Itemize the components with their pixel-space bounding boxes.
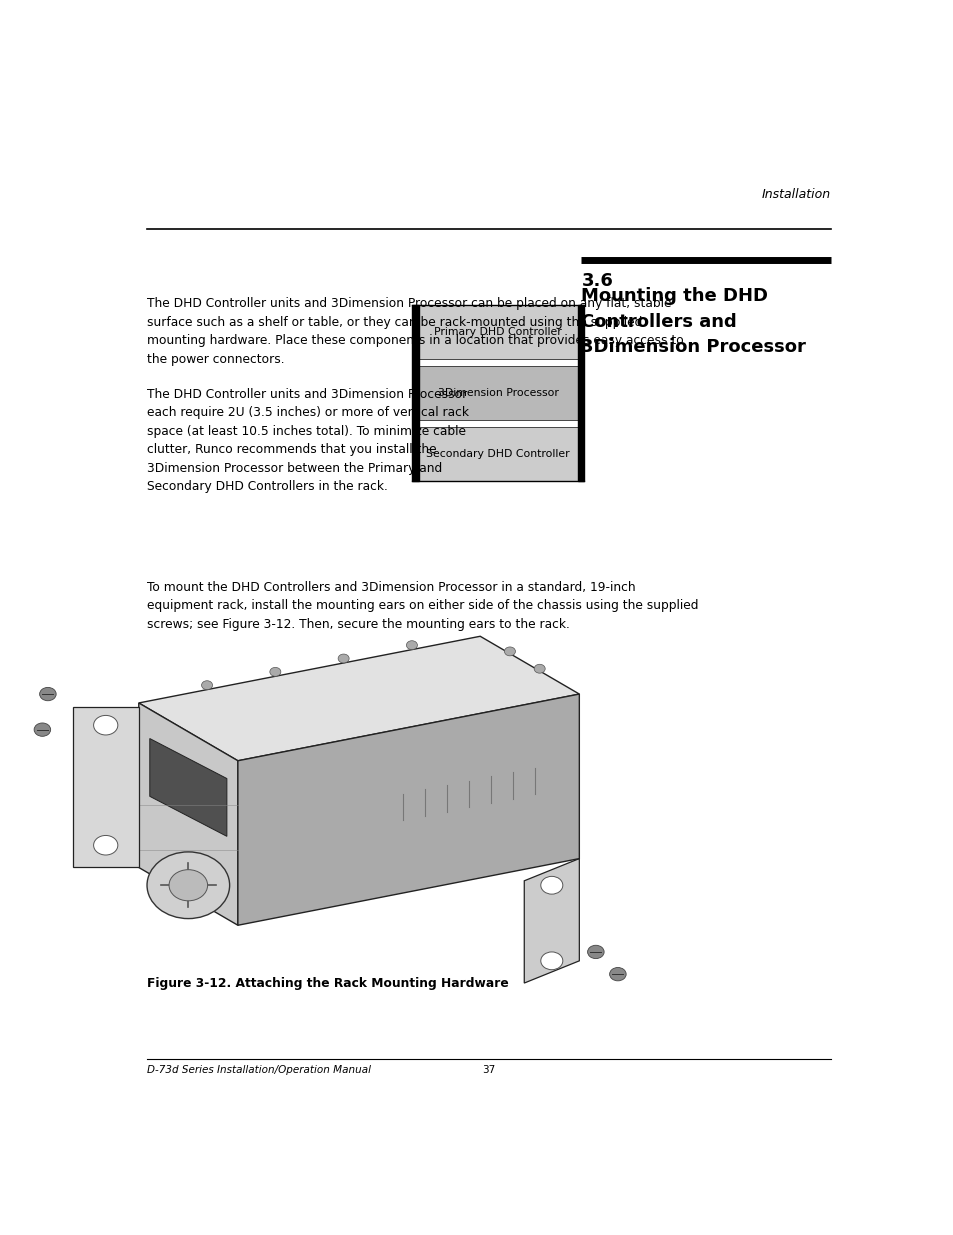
Circle shape <box>34 722 51 736</box>
Bar <box>418 366 577 420</box>
Circle shape <box>609 967 625 981</box>
Circle shape <box>40 688 56 700</box>
Polygon shape <box>138 703 237 925</box>
Polygon shape <box>138 636 578 761</box>
Circle shape <box>540 952 562 969</box>
Text: The DHD Controller units and 3Dimension Processor
each require 2U (3.5 inches) o: The DHD Controller units and 3Dimension … <box>147 388 469 493</box>
Text: To mount the DHD Controllers and 3Dimension Processor in a standard, 19-inch
equ: To mount the DHD Controllers and 3Dimens… <box>147 580 699 631</box>
Circle shape <box>201 680 213 689</box>
Circle shape <box>540 877 562 894</box>
Polygon shape <box>524 858 578 983</box>
Text: Controllers and: Controllers and <box>580 312 737 331</box>
Circle shape <box>504 647 515 656</box>
Circle shape <box>169 869 208 900</box>
Bar <box>577 305 583 482</box>
Text: 3.6: 3.6 <box>580 272 613 290</box>
Text: Mounting the DHD: Mounting the DHD <box>580 287 767 305</box>
Polygon shape <box>150 739 227 836</box>
Text: D-73d Series Installation/Operation Manual: D-73d Series Installation/Operation Manu… <box>147 1066 371 1076</box>
Text: The DHD Controller units and 3Dimension Processor can be placed on any flat, sta: The DHD Controller units and 3Dimension … <box>147 298 683 366</box>
Text: 3Dimension Processor: 3Dimension Processor <box>437 388 558 398</box>
Bar <box>418 427 577 482</box>
Circle shape <box>587 945 603 958</box>
Circle shape <box>147 852 230 919</box>
Text: Installation: Installation <box>760 188 830 201</box>
Circle shape <box>337 655 349 663</box>
Circle shape <box>270 667 280 677</box>
Bar <box>418 305 577 359</box>
Circle shape <box>534 664 544 673</box>
Bar <box>412 305 418 482</box>
Circle shape <box>406 641 417 650</box>
Text: 37: 37 <box>482 1066 495 1076</box>
Circle shape <box>93 715 118 735</box>
Polygon shape <box>72 708 138 867</box>
Text: Primary DHD Controller: Primary DHD Controller <box>434 327 561 337</box>
Text: 3Dimension Processor: 3Dimension Processor <box>580 338 805 357</box>
Text: Secondary DHD Controller: Secondary DHD Controller <box>426 450 569 459</box>
Circle shape <box>93 835 118 855</box>
Polygon shape <box>237 694 578 925</box>
Text: Figure 3-12. Attaching the Rack Mounting Hardware: Figure 3-12. Attaching the Rack Mounting… <box>147 977 509 990</box>
